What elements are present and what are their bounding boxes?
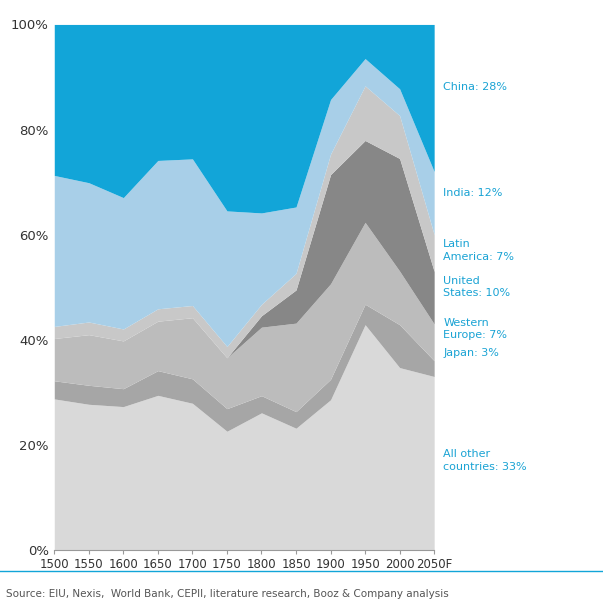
Text: China: 28%: China: 28% <box>443 82 507 92</box>
Text: Latin
America: 7%: Latin America: 7% <box>443 239 514 262</box>
Text: Western
Europe: 7%: Western Europe: 7% <box>443 318 507 340</box>
Text: India: 12%: India: 12% <box>443 188 502 197</box>
Text: Japan: 3%: Japan: 3% <box>443 348 499 358</box>
Text: All other
countries: 33%: All other countries: 33% <box>443 449 527 472</box>
Text: Source: EIU, Nexis,  World Bank, CEPII, literature research, Booz & Company anal: Source: EIU, Nexis, World Bank, CEPII, l… <box>6 589 449 599</box>
Text: United
States: 10%: United States: 10% <box>443 276 510 298</box>
